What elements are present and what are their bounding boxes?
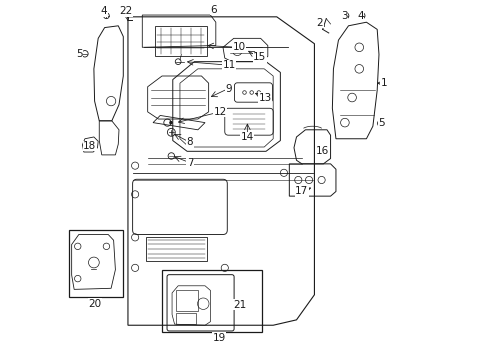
Bar xyxy=(162,270,262,332)
Bar xyxy=(176,313,196,324)
Circle shape xyxy=(169,121,172,125)
Text: 1: 1 xyxy=(380,78,386,88)
Text: 3: 3 xyxy=(340,11,347,21)
Text: 16: 16 xyxy=(315,146,328,156)
Bar xyxy=(69,230,122,297)
Text: 21: 21 xyxy=(233,300,246,310)
Text: 13: 13 xyxy=(258,93,271,103)
Bar xyxy=(176,290,198,311)
Text: 20: 20 xyxy=(88,299,102,309)
Text: 17: 17 xyxy=(295,186,308,197)
Text: 14: 14 xyxy=(240,132,253,142)
Text: 18: 18 xyxy=(83,141,96,151)
Text: 2: 2 xyxy=(316,18,323,28)
Text: 7: 7 xyxy=(186,158,193,168)
Text: 10: 10 xyxy=(232,42,245,52)
Text: 4: 4 xyxy=(357,11,363,21)
Text: 4: 4 xyxy=(101,6,107,17)
Text: 6: 6 xyxy=(210,5,217,15)
Text: 22: 22 xyxy=(119,6,133,17)
Text: 9: 9 xyxy=(224,84,231,94)
Text: 8: 8 xyxy=(186,138,193,147)
Text: 12: 12 xyxy=(213,107,226,117)
Text: 15: 15 xyxy=(252,52,265,62)
Text: 5: 5 xyxy=(377,118,384,128)
Bar xyxy=(146,237,207,261)
Text: 19: 19 xyxy=(212,333,225,343)
Text: 11: 11 xyxy=(223,60,236,70)
Text: 5: 5 xyxy=(76,49,82,59)
